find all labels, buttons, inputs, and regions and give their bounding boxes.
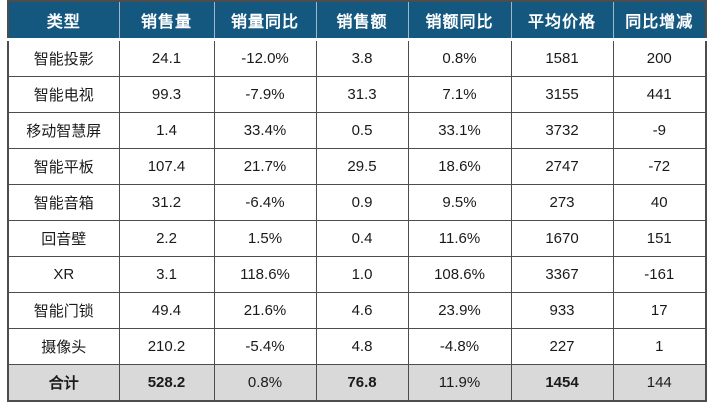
table-row-0: 智能投影 24.1 -12.0% 3.8 0.8% 1581 200 (7, 39, 707, 77)
value-cell: 31.2 (118, 184, 215, 221)
value-cell: 29.5 (315, 148, 409, 185)
value-cell: 933 (510, 292, 614, 329)
value-cell: 1.5% (213, 220, 317, 257)
value-cell: 99.3 (118, 76, 215, 113)
table-row-2: 移动智慧屏 1.4 33.4% 0.5 33.1% 3732 -9 (7, 112, 707, 149)
value-cell: 18.6% (407, 148, 512, 185)
value-cell: 3.8 (315, 39, 409, 77)
value-cell: -9 (612, 112, 707, 149)
value-cell: 11.6% (407, 220, 512, 257)
value-cell: 49.4 (118, 292, 215, 329)
value-cell: 1.4 (118, 112, 215, 149)
value-cell: 2.2 (118, 220, 215, 257)
total-row: 合计 528.2 0.8% 76.8 11.9% 1454 144 (7, 364, 707, 402)
category-cell: 智能平板 (7, 148, 120, 185)
value-cell: -5.4% (213, 328, 317, 365)
header-cell-3: 销售额 (316, 1, 409, 41)
value-cell: 11.9% (407, 364, 512, 402)
category-cell: 智能门锁 (7, 292, 120, 329)
value-cell: 0.8% (407, 39, 512, 77)
header-cell-2: 销量同比 (214, 1, 317, 41)
value-cell: 118.6% (213, 256, 317, 293)
table-row-6: XR 3.1 118.6% 1.0 108.6% 3367 -161 (7, 256, 707, 293)
value-cell: 108.6% (407, 256, 512, 293)
value-cell: 107.4 (118, 148, 215, 185)
sales-statistics-table-wrap: 类型 销售量 销量同比 销售额 销额同比 平均价格 同比增减 智能投影 24.1 -12.0% 3… (7, 0, 707, 402)
value-cell: 3.1 (118, 256, 215, 293)
value-cell: 1.0 (315, 256, 409, 293)
category-cell: 合计 (7, 364, 120, 402)
value-cell: -161 (612, 256, 707, 293)
value-cell: 227 (510, 328, 614, 365)
value-cell: 3732 (510, 112, 614, 149)
header-cell-5: 平均价格 (511, 1, 614, 41)
table-row-8: 摄像头 210.2 -5.4% 4.8 -4.8% 227 1 (7, 328, 707, 365)
category-cell: 回音壁 (7, 220, 120, 257)
value-cell: 528.2 (118, 364, 215, 402)
value-cell: 31.3 (315, 76, 409, 113)
sales-statistics-table: 类型 销售量 销量同比 销售额 销额同比 平均价格 同比增减 智能投影 24.1 -12.0% 3… (7, 0, 707, 402)
value-cell: 1454 (510, 364, 614, 402)
table-row-3: 智能平板 107.4 21.7% 29.5 18.6% 2747 -72 (7, 148, 707, 185)
value-cell: 151 (612, 220, 707, 257)
header-cell-0: 类型 (8, 1, 120, 41)
header-row: 类型 销售量 销量同比 销售额 销额同比 平均价格 同比增减 (8, 1, 707, 41)
value-cell: 1 (612, 328, 707, 365)
value-cell: 23.9% (407, 292, 512, 329)
value-cell: 144 (612, 364, 707, 402)
value-cell: -6.4% (213, 184, 317, 221)
value-cell: 210.2 (118, 328, 215, 365)
value-cell: -4.8% (407, 328, 512, 365)
value-cell: 2747 (510, 148, 614, 185)
value-cell: -72 (612, 148, 707, 185)
category-cell: 移动智慧屏 (7, 112, 120, 149)
value-cell: 3155 (510, 76, 614, 113)
value-cell: 1581 (510, 39, 614, 77)
value-cell: 4.6 (315, 292, 409, 329)
value-cell: 200 (612, 39, 707, 77)
value-cell: 9.5% (407, 184, 512, 221)
value-cell: 33.4% (213, 112, 317, 149)
table-row-7: 智能门锁 49.4 21.6% 4.6 23.9% 933 17 (7, 292, 707, 329)
value-cell: 17 (612, 292, 707, 329)
table-row-4: 智能音箱 31.2 -6.4% 0.9 9.5% 273 40 (7, 184, 707, 221)
category-cell: 摄像头 (7, 328, 120, 365)
value-cell: 0.4 (315, 220, 409, 257)
header-cell-1: 销售量 (119, 1, 215, 41)
value-cell: 441 (612, 76, 707, 113)
value-cell: 33.1% (407, 112, 512, 149)
category-cell: XR (7, 256, 120, 293)
value-cell: 1670 (510, 220, 614, 257)
value-cell: 273 (510, 184, 614, 221)
value-cell: 4.8 (315, 328, 409, 365)
value-cell: 21.6% (213, 292, 317, 329)
table-row-5: 回音壁 2.2 1.5% 0.4 11.6% 1670 151 (7, 220, 707, 257)
category-cell: 智能电视 (7, 76, 120, 113)
value-cell: 0.9 (315, 184, 409, 221)
header-cell-6: 同比增减 (613, 1, 707, 41)
value-cell: 3367 (510, 256, 614, 293)
header-cell-4: 销额同比 (408, 1, 512, 41)
value-cell: 0.8% (213, 364, 317, 402)
value-cell: 7.1% (407, 76, 512, 113)
category-cell: 智能投影 (7, 39, 120, 77)
value-cell: -7.9% (213, 76, 317, 113)
table-body: 智能投影 24.1 -12.0% 3.8 0.8% 1581 200 智能电视 99.3 -7.9… (7, 39, 707, 402)
table-row-1: 智能电视 99.3 -7.9% 31.3 7.1% 3155 441 (7, 76, 707, 113)
value-cell: 0.5 (315, 112, 409, 149)
value-cell: -12.0% (213, 39, 317, 77)
category-cell: 智能音箱 (7, 184, 120, 221)
table-header: 类型 销售量 销量同比 销售额 销额同比 平均价格 同比增减 (8, 1, 707, 41)
value-cell: 76.8 (315, 364, 409, 402)
value-cell: 21.7% (213, 148, 317, 185)
value-cell: 40 (612, 184, 707, 221)
value-cell: 24.1 (118, 39, 215, 77)
